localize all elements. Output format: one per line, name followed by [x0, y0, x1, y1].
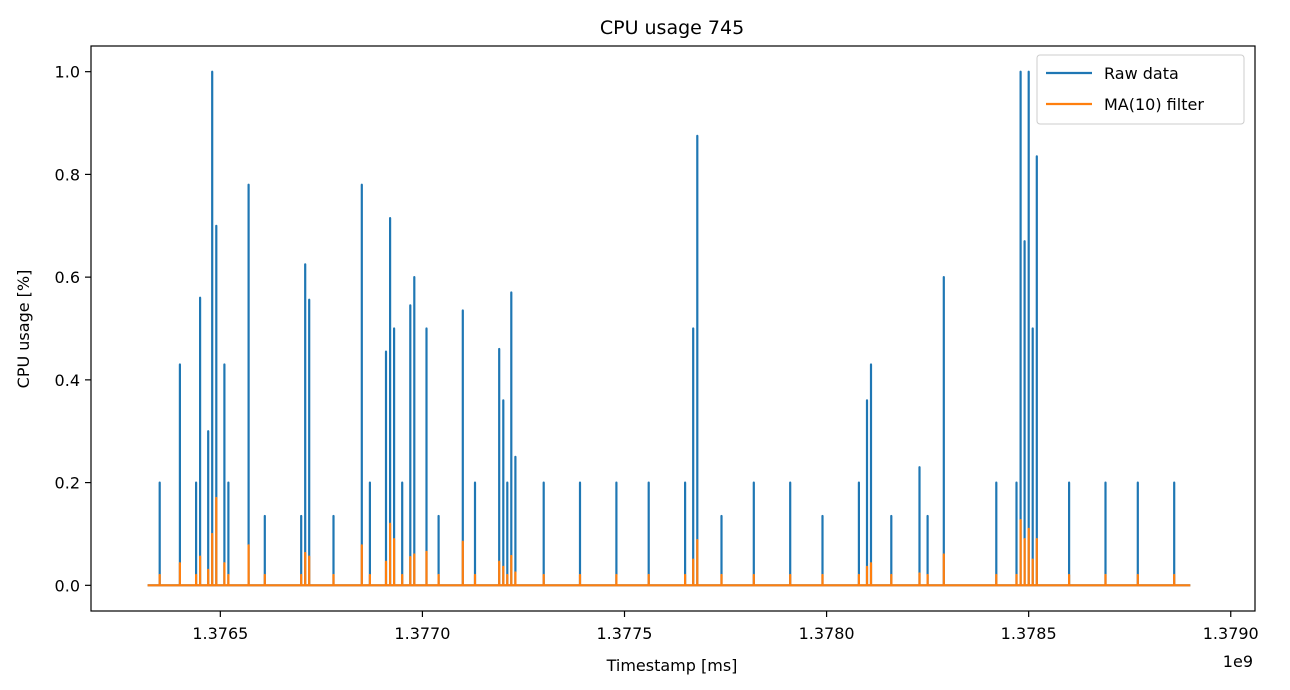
plot-area	[147, 70, 1191, 587]
legend-label-raw-data: Raw data	[1104, 64, 1179, 83]
y-axis-label: CPU usage [%]	[14, 270, 33, 389]
y-axis-ticks: 0.0 0.2 0.4 0.6 0.8 1.0	[55, 63, 91, 595]
y-tick-label: 0.8	[55, 165, 80, 184]
chart-title: CPU usage 745	[600, 17, 744, 39]
legend-label-ma-filter: MA(10) filter	[1104, 95, 1204, 114]
y-tick-label: 0.6	[55, 268, 80, 287]
x-tick-label: 1.3780	[799, 624, 855, 643]
legend: Raw data MA(10) filter	[1036, 54, 1245, 125]
y-tick-label: 1.0	[55, 63, 80, 82]
x-tick-label: 1.3770	[394, 624, 450, 643]
x-tick-label: 1.3785	[1001, 624, 1057, 643]
x-axis-offset-label: 1e9	[1223, 652, 1253, 671]
x-tick-label: 1.3765	[192, 624, 248, 643]
y-tick-label: 0.2	[55, 474, 80, 493]
y-tick-label: 0.0	[55, 576, 80, 595]
x-tick-label: 1.3790	[1203, 624, 1259, 643]
x-axis-label: Timestamp [ms]	[606, 656, 738, 675]
y-tick-label: 0.4	[55, 371, 80, 390]
x-tick-label: 1.3775	[597, 624, 653, 643]
series-line-ma-10-filter	[147, 496, 1191, 587]
axes-frame	[90, 45, 1256, 612]
x-axis-ticks: 1.3765 1.3770 1.3775 1.3780 1.3785 1.3790	[192, 611, 1259, 643]
